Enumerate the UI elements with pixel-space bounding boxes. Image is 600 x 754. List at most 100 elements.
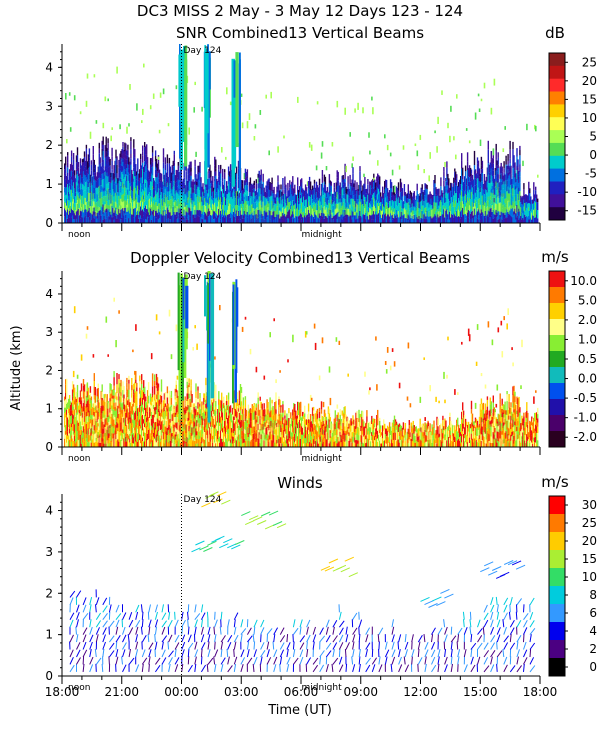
- echo-cell: [142, 156, 143, 163]
- echo-cell: [100, 157, 101, 163]
- echo-cell: [67, 162, 68, 167]
- panel-title: SNR Combined13 Vertical Beams: [176, 24, 424, 42]
- echo-cell: [65, 165, 66, 173]
- echo-cell: [103, 160, 104, 169]
- echo-cell: [167, 172, 168, 176]
- echo-cell: [116, 384, 117, 393]
- echo-cell: [261, 175, 262, 181]
- echo-cell: [474, 151, 475, 158]
- x-axis-label: Time (UT): [267, 703, 332, 718]
- echo-cell: [352, 157, 354, 161]
- echo-cell: [163, 168, 164, 174]
- echo-cell: [354, 180, 355, 189]
- echo-cell: [502, 167, 503, 172]
- echo-cell: [136, 383, 137, 387]
- echo-cell: [152, 380, 153, 387]
- echo-cell: [537, 199, 538, 203]
- echo-cell: [344, 183, 345, 187]
- echo-cell: [496, 144, 497, 151]
- echo-cell: [443, 167, 444, 171]
- echo-cell: [390, 153, 392, 157]
- echo-cell: [297, 97, 299, 103]
- echo-cell: [496, 151, 497, 160]
- echo-cell: [344, 179, 345, 182]
- echo-cell: [533, 182, 534, 190]
- echo-cell: [74, 170, 75, 175]
- echo-cell: [148, 382, 149, 390]
- echo-cell: [78, 162, 79, 168]
- echo-cell: [309, 177, 310, 180]
- echo-cell: [447, 123, 449, 128]
- echo-cell: [322, 141, 324, 147]
- echo-cell: [537, 202, 538, 206]
- echo-cell: [519, 164, 520, 172]
- echo-cell: [174, 151, 175, 154]
- echo-cell: [67, 168, 68, 173]
- echo-cell: [107, 354, 109, 357]
- echo-cell: [514, 162, 515, 170]
- echo-cell: [77, 155, 78, 160]
- echo-cell: [73, 371, 75, 377]
- echo-cell: [128, 390, 129, 395]
- echo-cell: [103, 137, 104, 145]
- y-tick-label: 2: [45, 138, 53, 152]
- echo-cell: [116, 373, 117, 380]
- echo-cell: [277, 175, 278, 181]
- echo-cell: [512, 142, 513, 149]
- echo-cell: [440, 177, 441, 186]
- echo-cell: [478, 94, 480, 97]
- echo-cell: [306, 187, 307, 191]
- colorbar-tick-label: 5: [589, 130, 597, 144]
- echo-cell: [91, 170, 92, 176]
- echo-cell: [65, 157, 66, 166]
- echo-cell: [482, 161, 483, 169]
- echo-cell: [188, 128, 190, 135]
- echo-cell: [507, 154, 508, 161]
- echo-cell: [332, 142, 334, 147]
- echo-cell: [86, 334, 88, 339]
- echo-cell: [526, 124, 528, 130]
- echo-cell: [130, 158, 131, 165]
- echo-cell: [133, 139, 134, 148]
- echo-cell: [128, 123, 130, 126]
- echo-cell: [186, 171, 187, 179]
- echo-cell: [399, 165, 401, 169]
- colorbar-tick-label: 25: [582, 55, 597, 69]
- echo-cell: [99, 143, 100, 149]
- echo-cell: [354, 108, 356, 112]
- echo-cell: [127, 150, 128, 155]
- echo-cell: [297, 177, 298, 185]
- echo-cell: [93, 354, 95, 358]
- echo-cell: [69, 92, 71, 96]
- echo-cell: [519, 182, 520, 191]
- echo-cell: [282, 187, 283, 190]
- data-marks: [64, 271, 538, 447]
- echo-cell: [139, 381, 140, 387]
- echo-cell: [529, 188, 530, 193]
- echo-cell: [402, 188, 403, 196]
- echo-cell: [141, 380, 142, 384]
- echo-cell: [67, 152, 68, 155]
- echo-cell: [123, 386, 124, 394]
- echo-cell: [135, 380, 136, 384]
- echo-cell: [130, 137, 131, 141]
- echo-cell: [271, 178, 272, 184]
- echo-cell: [222, 178, 223, 182]
- echo-cell: [139, 376, 140, 382]
- echo-cell: [143, 64, 145, 68]
- colorbar-swatch: [549, 143, 565, 156]
- echo-cell: [369, 151, 371, 155]
- echo-cell: [90, 386, 91, 393]
- echo-cell: [249, 113, 251, 120]
- echo-cell: [311, 145, 313, 151]
- echo-cell: [168, 123, 170, 126]
- echo-cell: [509, 159, 510, 164]
- echo-cell: [116, 380, 117, 385]
- echo-cell: [120, 392, 121, 396]
- echo-cell: [352, 167, 353, 174]
- echo-cell: [446, 161, 447, 168]
- echo-cell: [386, 180, 387, 189]
- colorbar-tick-label: -15: [577, 204, 597, 218]
- echo-cell: [116, 156, 117, 165]
- echo-cell: [165, 157, 166, 164]
